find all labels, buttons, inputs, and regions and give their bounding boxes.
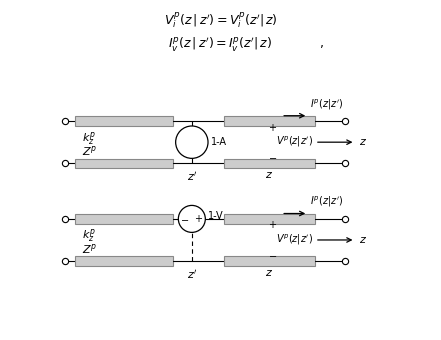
Text: 1-V: 1-V xyxy=(208,211,224,221)
Text: $z$: $z$ xyxy=(265,268,273,278)
Text: $z$: $z$ xyxy=(265,170,273,180)
Text: $Z^p$: $Z^p$ xyxy=(82,242,97,256)
Text: $I^p(z|z^{\prime})$: $I^p(z|z^{\prime})$ xyxy=(310,97,343,112)
Text: $z^{\prime}$: $z^{\prime}$ xyxy=(187,170,197,183)
Bar xyxy=(75,256,173,266)
Text: $V_i^p(z\,|\,z^{\prime}) = V_i^p(z^{\prime}|\,z)$: $V_i^p(z\,|\,z^{\prime}) = V_i^p(z^{\pri… xyxy=(164,10,277,30)
Text: $z$: $z$ xyxy=(359,235,367,245)
Text: $V^p(z|z^{\prime})$: $V^p(z|z^{\prime})$ xyxy=(276,233,313,247)
Bar xyxy=(224,256,315,266)
Text: $+$: $+$ xyxy=(268,122,277,133)
Text: ,: , xyxy=(320,37,324,50)
Bar xyxy=(75,116,173,126)
Text: $+$: $+$ xyxy=(268,219,277,231)
Bar xyxy=(224,214,315,224)
Bar xyxy=(75,158,173,168)
Text: $z^{\prime}$: $z^{\prime}$ xyxy=(187,268,197,281)
Circle shape xyxy=(178,205,206,232)
Circle shape xyxy=(176,126,208,158)
Text: $k_z^p$: $k_z^p$ xyxy=(82,227,96,244)
Bar xyxy=(75,214,173,224)
Bar xyxy=(224,158,315,168)
Text: $k_z^p$: $k_z^p$ xyxy=(82,130,96,147)
Text: $z$: $z$ xyxy=(359,137,367,147)
Text: $-$: $-$ xyxy=(268,250,277,260)
Bar xyxy=(224,116,315,126)
Text: $+$: $+$ xyxy=(194,214,203,224)
Text: $V^p(z|z^{\prime})$: $V^p(z|z^{\prime})$ xyxy=(276,135,313,149)
Text: $I^p(z|z^{\prime})$: $I^p(z|z^{\prime})$ xyxy=(310,195,343,209)
Text: $-$: $-$ xyxy=(180,214,189,224)
Text: $Z^p$: $Z^p$ xyxy=(82,144,97,158)
Text: $-$: $-$ xyxy=(268,152,277,162)
Text: 1-A: 1-A xyxy=(211,137,227,147)
Text: $I_v^p(z\,|\,z^{\prime}) = I_v^p(z^{\prime}|\,z)$: $I_v^p(z\,|\,z^{\prime}) = I_v^p(z^{\pri… xyxy=(168,35,273,53)
